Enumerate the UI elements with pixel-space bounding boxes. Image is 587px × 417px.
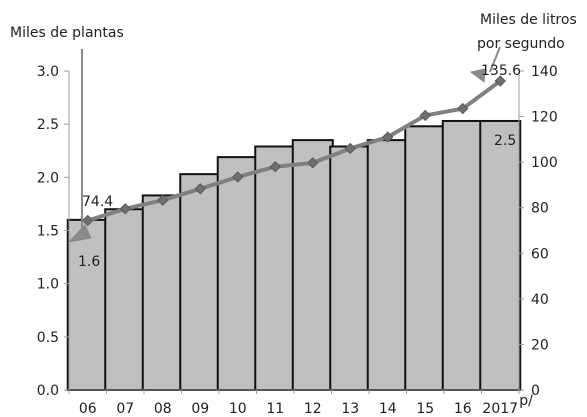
left-axis-unit-label: Miles de plantas [10, 25, 124, 41]
line-group [82, 75, 506, 227]
x-axis-tick-suffix: p/ [519, 393, 533, 409]
line-marker-14 [382, 131, 394, 143]
bar-11 [254, 145, 297, 391]
line-marker-08 [157, 194, 169, 206]
bar-09 [179, 173, 222, 391]
left-axis-tick-label: 0.0 [37, 383, 59, 399]
line-marker-16 [457, 102, 469, 115]
data-label-last-bar: 2.5 [494, 133, 516, 149]
right-unit-callout-line [489, 46, 501, 73]
data-label-first-line: 74.4 [82, 194, 113, 210]
line-marker-11 [269, 160, 281, 173]
right-axis-unit-label-line-1: Miles de litros [480, 12, 577, 28]
x-axis-tick-label: 12 [304, 401, 322, 417]
bar-2017 [479, 119, 522, 392]
left-axis-tick-label: 1.0 [37, 277, 59, 293]
line-marker-10 [232, 171, 244, 183]
line-marker-15 [419, 109, 431, 122]
line-marker-2017 [494, 75, 506, 87]
x-axis-tick-label: 15 [416, 401, 434, 417]
left-axis-tick-label: 2.0 [37, 170, 59, 186]
axes-group: 0.0 0.5 1.0 1.5 2.0 2.5 3.0 0 20 40 60 80 100 120 140 0… [37, 64, 558, 417]
x-axis-tick-label: 2017 [482, 401, 518, 417]
right-axis-unit-label-line-2: por segundo [477, 36, 565, 52]
left-axis-tick-label: 2.5 [37, 117, 59, 133]
bar-10 [216, 156, 259, 391]
right-axis-tick-label: 120 [531, 110, 558, 126]
x-axis-tick-label: 16 [454, 401, 472, 417]
right-axis-tick-label: 140 [531, 64, 558, 80]
data-label-first-bar: 1.6 [78, 254, 100, 270]
x-axis-tick-label: 10 [229, 401, 247, 417]
line-marker-07 [119, 203, 131, 215]
right-axis-tick-label: 60 [531, 246, 549, 262]
bar-15 [404, 125, 447, 391]
x-axis-tick-label: 06 [79, 401, 97, 417]
right-axis-tick-label: 80 [531, 201, 549, 217]
x-axis-tick-label: 09 [191, 401, 209, 417]
bar-07 [104, 208, 147, 391]
bar-13 [329, 145, 372, 391]
line-series [85, 79, 503, 223]
left-axis-tick-label: 3.0 [37, 64, 59, 80]
bars-group [66, 119, 522, 392]
bar-08 [141, 194, 184, 391]
line-marker-06 [82, 214, 94, 227]
right-axis-tick-label: 20 [531, 337, 549, 353]
right-axis-tick-label: 100 [531, 155, 558, 171]
bar-16 [441, 119, 484, 392]
x-axis-tick-label: 11 [266, 401, 284, 417]
x-axis-tick-label: 08 [154, 401, 172, 417]
callouts-group [67, 46, 501, 243]
line-marker-09 [194, 183, 206, 195]
x-axis-tick-label: 13 [341, 401, 359, 417]
bar-12 [291, 139, 334, 391]
right-axis-tick-label: 0 [531, 383, 540, 399]
right-axis-tick-label: 40 [531, 292, 549, 308]
bar-06 [66, 218, 109, 391]
x-axis-tick-label: 07 [116, 401, 134, 417]
left-axis-tick-label: 1.5 [37, 224, 59, 240]
line-marker-13 [344, 142, 356, 155]
left-unit-callout-arrow [67, 224, 92, 243]
x-axis-tick-label: 14 [379, 401, 397, 417]
bar-14 [366, 139, 409, 391]
right-unit-callout-arrow [469, 68, 486, 83]
left-axis-tick-label: 0.5 [37, 330, 59, 346]
line-marker-12 [307, 157, 319, 169]
data-label-last-line: 135.6 [481, 63, 521, 79]
